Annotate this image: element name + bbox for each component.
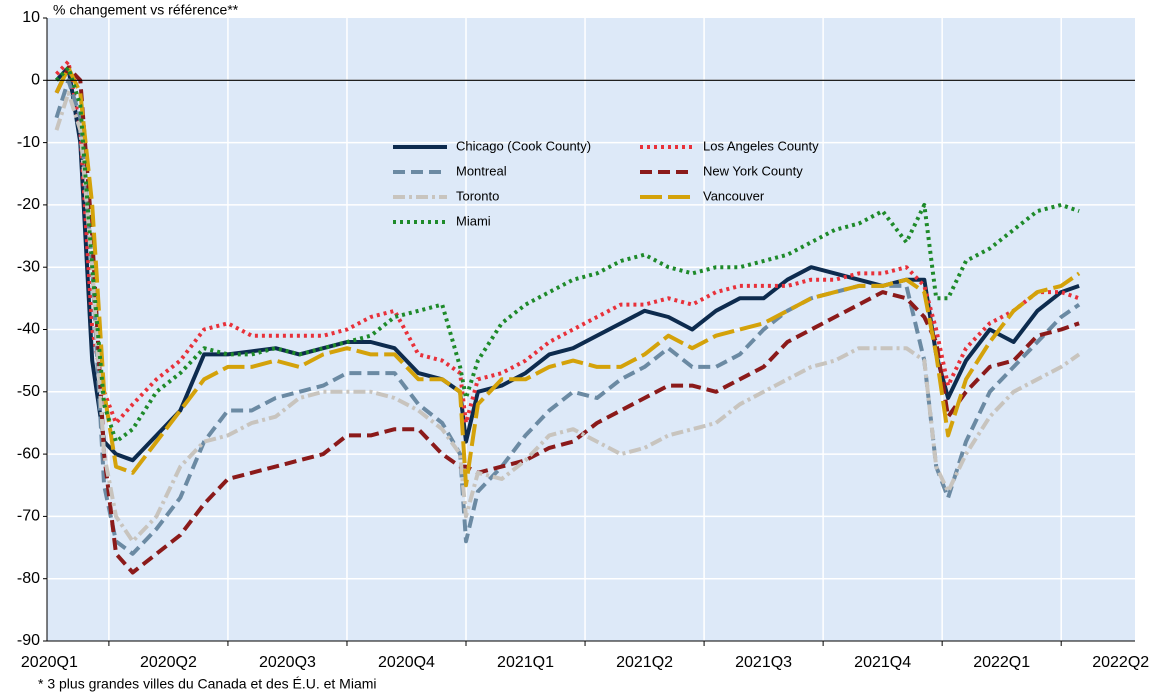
legend-label: Chicago (Cook County)	[456, 138, 591, 153]
legend: Chicago (Cook County) Los Angeles County M…	[393, 138, 819, 228]
x-tick-label: 2020Q2	[140, 654, 197, 671]
x-tick-label: 2021Q2	[616, 654, 673, 671]
x-tick-label: 2022Q2	[1092, 654, 1149, 671]
y-tick-label: 10	[22, 9, 40, 26]
legend-label: Vancouver	[703, 188, 765, 203]
grid	[47, 18, 1135, 641]
legend-label: Los Angeles County	[703, 138, 819, 153]
y-tick-label: -30	[17, 258, 40, 275]
y-tick-label: -60	[17, 445, 40, 462]
x-tick-label: 2021Q4	[854, 654, 911, 671]
series-line	[54, 65, 1081, 488]
x-tick-label: 2020Q4	[378, 654, 435, 671]
series-line	[55, 59, 1080, 425]
y-tick-label: -50	[17, 383, 40, 400]
y-tick-label: -90	[17, 632, 40, 649]
axes: 10 0 -10 -20 -30 -40 -50 -60 -70 -80 -90 2020Q1 2020…	[17, 9, 1149, 671]
series-line	[54, 78, 1081, 556]
y-tick-label: -40	[17, 321, 40, 338]
y-tick-label: -70	[17, 508, 40, 525]
y-tick-label: 0	[31, 72, 40, 89]
x-tick-label: 2020Q1	[21, 654, 78, 671]
series-line	[55, 65, 1080, 444]
footnote: * 3 plus grandes villes du Canada et des…	[38, 676, 377, 692]
series-line	[55, 65, 1080, 463]
series-line	[54, 90, 1081, 544]
x-tick-label: 2021Q1	[497, 654, 554, 671]
legend-label: New York County	[703, 163, 803, 178]
x-tick-label: 2021Q3	[735, 654, 792, 671]
legend-label: Miami	[456, 213, 491, 228]
y-tick-label: -20	[17, 196, 40, 213]
legend-label: Toronto	[456, 188, 499, 203]
series-line	[54, 65, 1080, 575]
x-tick-label: 2020Q3	[259, 654, 316, 671]
y-axis-label: % changement vs référence**	[53, 2, 239, 18]
lines	[54, 59, 1081, 575]
y-tick-label: -10	[17, 134, 40, 151]
legend-label: Montreal	[456, 163, 507, 178]
x-tick-label: 2022Q1	[973, 654, 1030, 671]
y-tick-label: -80	[17, 570, 40, 587]
